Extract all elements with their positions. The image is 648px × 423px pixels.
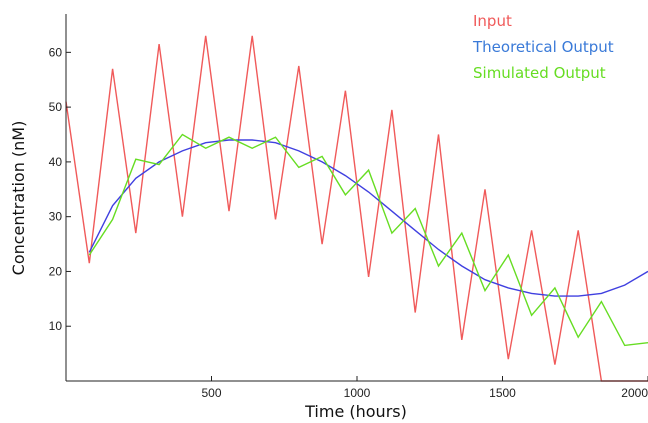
- series-layer: [65, 35, 648, 382]
- y-tick-label: 10: [49, 319, 63, 333]
- y-tick-label: 60: [49, 45, 63, 59]
- ticks-layer: 500 1000 1500 2000 10 20 30 40 50 60: [49, 45, 648, 400]
- x-tick-label: 500: [201, 386, 221, 400]
- x-tick-label: 1500: [489, 386, 516, 400]
- x-tick-label: 1000: [344, 386, 371, 400]
- legend: Input Theoretical Output Simulated Output: [472, 12, 614, 82]
- x-tick-label: 2000: [621, 386, 648, 400]
- legend-label-simulated-output: Simulated Output: [473, 64, 606, 82]
- y-tick-label: 30: [49, 210, 63, 224]
- y-tick-label: 20: [49, 264, 63, 278]
- series-line-simulated-output: [88, 133, 648, 347]
- x-axis-title: Time (hours): [304, 402, 407, 421]
- y-axis-title: Concentration (nM): [9, 121, 28, 276]
- y-tick-label: 40: [49, 155, 63, 169]
- legend-label-input: Input: [473, 12, 512, 30]
- legend-label-theoretical-output: Theoretical Output: [472, 38, 614, 56]
- series-line-input: [65, 35, 648, 382]
- y-tick-label: 50: [49, 100, 63, 114]
- series-line-theoretical-output: [88, 139, 648, 297]
